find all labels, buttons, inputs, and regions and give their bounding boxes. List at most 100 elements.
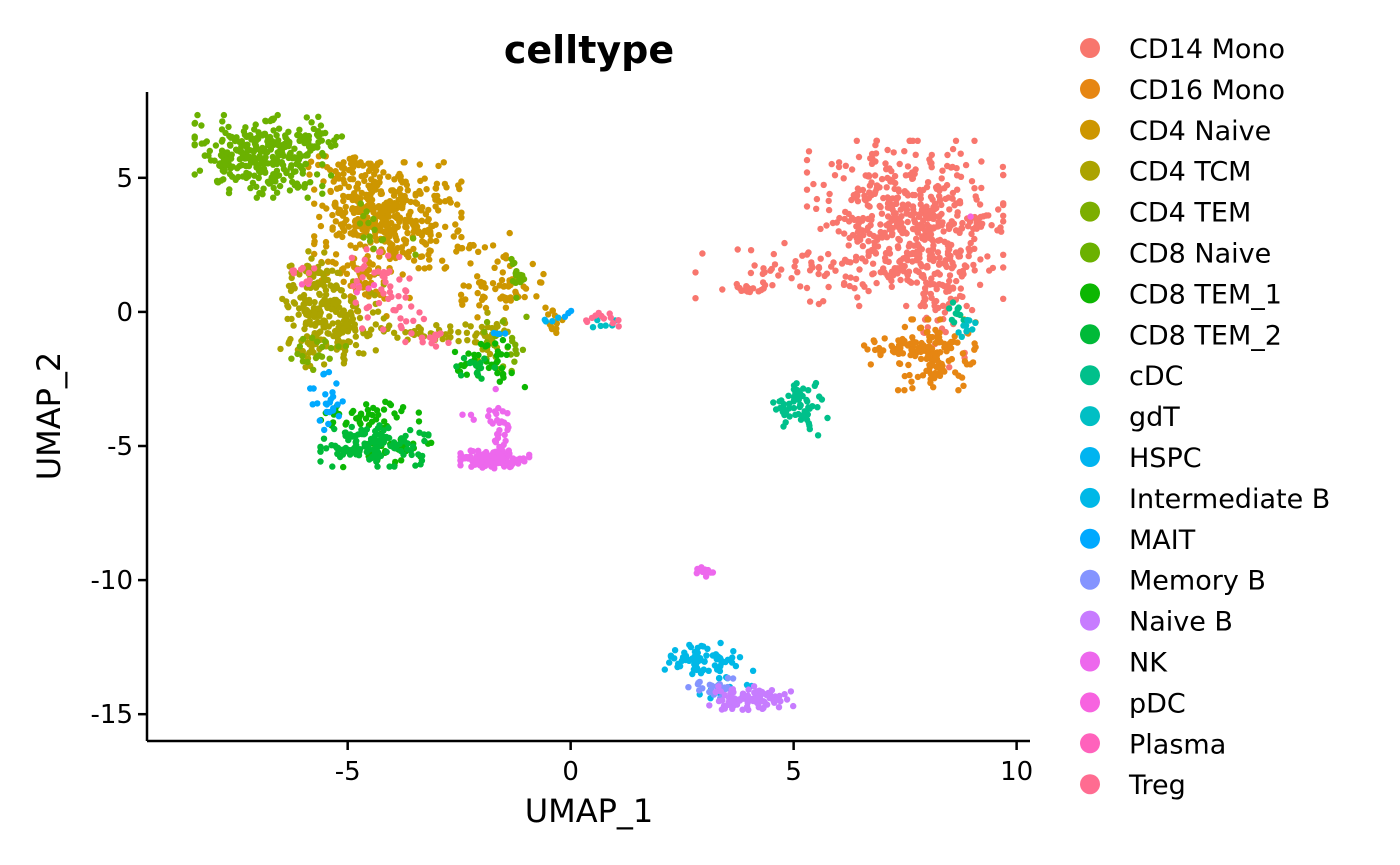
data-point xyxy=(329,419,337,426)
data-point xyxy=(315,269,322,276)
data-point xyxy=(396,303,403,311)
data-point xyxy=(924,324,931,331)
data-point xyxy=(929,237,937,245)
data-point xyxy=(696,687,703,694)
data-point xyxy=(941,185,948,192)
data-point xyxy=(797,283,804,290)
data-point xyxy=(339,398,346,405)
data-point xyxy=(359,274,366,281)
data-point xyxy=(790,702,797,710)
data-point xyxy=(889,178,896,185)
data-point xyxy=(335,319,342,326)
series-cd8-tem-2 xyxy=(317,354,498,470)
data-point xyxy=(995,206,1002,213)
data-point xyxy=(923,226,930,234)
data-point xyxy=(441,180,449,188)
data-point xyxy=(296,137,303,144)
data-point xyxy=(896,360,904,368)
data-point xyxy=(699,250,706,257)
data-point xyxy=(686,641,693,649)
data-point xyxy=(966,317,973,324)
data-point xyxy=(896,160,903,168)
data-point xyxy=(341,165,348,172)
data-point xyxy=(951,333,958,340)
data-point xyxy=(305,136,312,143)
data-point xyxy=(868,179,875,186)
data-point xyxy=(909,258,916,265)
series-naive-b xyxy=(706,683,797,714)
data-point xyxy=(287,287,295,295)
data-point xyxy=(751,689,758,696)
data-point xyxy=(331,425,338,433)
data-point xyxy=(288,315,295,323)
data-point xyxy=(941,344,948,351)
data-point xyxy=(900,268,907,275)
data-point xyxy=(495,404,502,412)
data-point xyxy=(949,163,956,171)
data-point xyxy=(712,653,720,661)
data-point xyxy=(252,135,259,142)
data-point xyxy=(447,199,454,206)
data-point xyxy=(400,159,407,166)
data-point xyxy=(813,205,820,212)
data-point xyxy=(778,266,785,273)
data-point xyxy=(334,171,342,178)
data-point xyxy=(396,276,403,283)
data-point xyxy=(903,230,910,237)
data-point xyxy=(382,398,389,405)
legend-item: cDC xyxy=(1080,361,1184,392)
data-point xyxy=(401,192,408,200)
data-point xyxy=(824,414,831,422)
data-point xyxy=(923,264,930,271)
data-point xyxy=(679,654,687,661)
data-point xyxy=(549,318,556,325)
data-point xyxy=(734,246,741,253)
data-point xyxy=(253,194,260,201)
data-point xyxy=(452,221,459,228)
data-point xyxy=(474,314,481,321)
data-point xyxy=(321,426,328,434)
data-point xyxy=(503,351,510,358)
data-point xyxy=(302,319,310,326)
data-point xyxy=(473,456,480,463)
data-point xyxy=(222,129,229,137)
data-point xyxy=(541,316,548,323)
data-point xyxy=(884,204,892,211)
data-point xyxy=(211,157,218,164)
data-point xyxy=(504,343,512,350)
data-point xyxy=(989,264,997,272)
data-point xyxy=(685,684,692,691)
data-point xyxy=(800,385,807,392)
data-point xyxy=(512,272,520,279)
data-point xyxy=(220,157,227,164)
data-point xyxy=(542,304,549,311)
data-point xyxy=(440,159,447,166)
data-point xyxy=(729,675,737,682)
legend-item: Memory B xyxy=(1080,566,1266,597)
y-tick-label: -15 xyxy=(91,700,133,730)
data-point xyxy=(462,321,469,328)
legend-item: CD4 TCM xyxy=(1080,157,1251,188)
data-point xyxy=(285,154,292,162)
data-point xyxy=(955,304,962,311)
data-point xyxy=(736,697,743,704)
data-point xyxy=(274,140,282,148)
data-point xyxy=(481,244,489,251)
data-point xyxy=(895,342,903,349)
y-tick-label: 5 xyxy=(116,164,133,194)
data-point xyxy=(345,446,352,454)
data-point xyxy=(374,425,382,432)
data-point xyxy=(872,158,879,165)
data-point xyxy=(319,190,326,197)
data-point xyxy=(342,209,349,216)
data-point xyxy=(909,169,916,176)
data-point xyxy=(380,326,387,333)
data-point xyxy=(515,277,522,284)
legend-swatch xyxy=(1080,610,1100,631)
data-point xyxy=(288,355,295,362)
data-point xyxy=(971,267,978,274)
data-point xyxy=(353,277,360,285)
data-point xyxy=(900,262,908,270)
data-point xyxy=(397,315,404,322)
data-point xyxy=(433,237,440,245)
